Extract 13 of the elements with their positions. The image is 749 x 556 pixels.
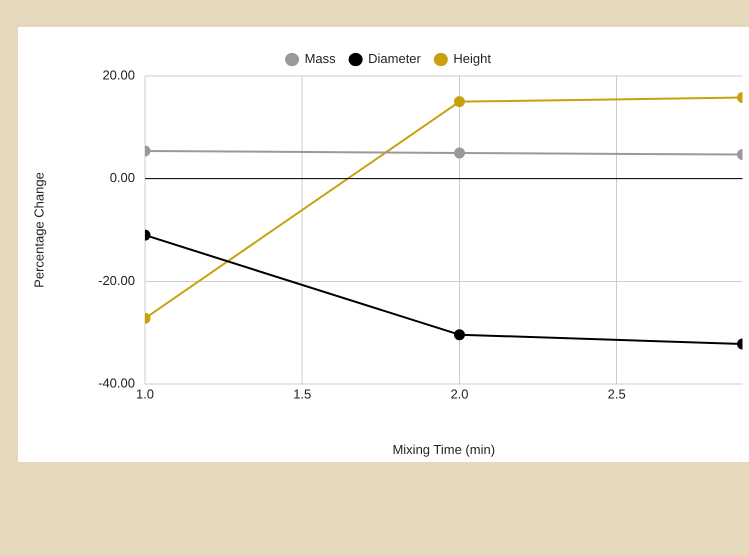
y-tick-label: -20.00 xyxy=(98,272,135,288)
x-tick-label: 2.0 xyxy=(450,386,469,402)
x-axis-title: Mixing Time (min) xyxy=(392,442,496,457)
y-tick-label: 20.00 xyxy=(102,68,135,83)
legend-label: Diameter xyxy=(368,51,422,66)
y-tick-label: -40.00 xyxy=(98,376,135,391)
y-axis-title: Percentage Change xyxy=(31,172,46,288)
x-tick-label: 1.5 xyxy=(293,386,312,402)
x-tick-label: 2.5 xyxy=(608,386,626,402)
legend-label: Height xyxy=(453,51,492,66)
legend-label: Mass xyxy=(304,51,336,66)
y-tick-label: 0.00 xyxy=(110,170,135,186)
x-tick-label: 1.0 xyxy=(136,386,154,402)
